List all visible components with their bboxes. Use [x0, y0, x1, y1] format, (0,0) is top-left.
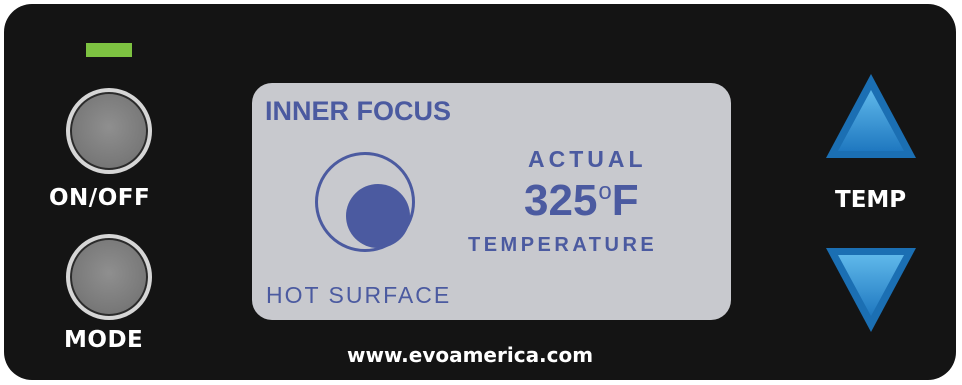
- mode-button[interactable]: [66, 234, 152, 320]
- power-button-label: ON/OFF: [49, 185, 151, 211]
- temp-label: TEMP: [835, 187, 907, 213]
- power-status-led: [86, 43, 132, 57]
- temperature-unit: F: [611, 176, 639, 225]
- actual-label: ACTUAL: [528, 146, 647, 172]
- power-button[interactable]: [66, 88, 152, 174]
- display-title: INNER FOCUS: [265, 96, 452, 126]
- temp-down-button[interactable]: [824, 244, 918, 334]
- lcd-display: INNER FOCUS ACTUAL 325oF TEMPERATURE HOT…: [252, 83, 731, 320]
- temperature-label: TEMPERATURE: [468, 234, 658, 256]
- temperature-reading: 325oF: [524, 176, 639, 226]
- focus-dot-icon: [346, 184, 410, 248]
- control-panel: ON/OFF MODE INNER FOCUS ACTUAL 325oF TEM…: [4, 4, 956, 380]
- website-url: www.evoamerica.com: [347, 343, 594, 367]
- target-ring-icon: [315, 152, 415, 252]
- temp-up-button[interactable]: [824, 72, 918, 162]
- hot-surface-label: HOT SURFACE: [266, 282, 452, 308]
- degree-symbol: o: [598, 178, 612, 205]
- mode-button-label: MODE: [64, 327, 144, 353]
- temperature-value: 325: [524, 176, 598, 225]
